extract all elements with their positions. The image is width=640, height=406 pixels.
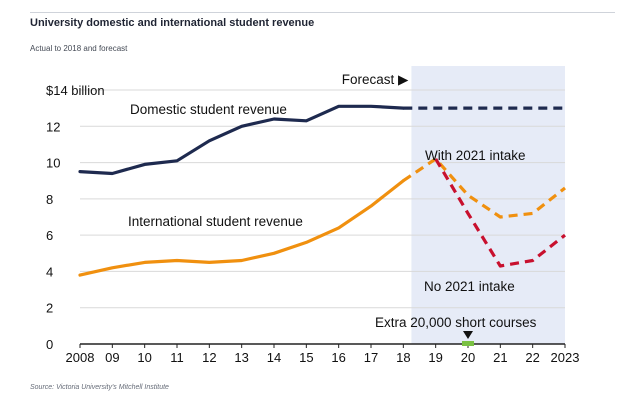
y-tick-label: 2 <box>46 301 53 316</box>
x-tick-label: 20 <box>461 350 475 365</box>
short-courses-marker <box>462 341 474 346</box>
y-tick-label: 8 <box>46 192 53 207</box>
series-international_no_intake-forecast-line <box>434 158 566 268</box>
short-courses-arrow <box>463 331 473 339</box>
label-international: International student revenue <box>128 214 303 229</box>
y-tick-label: $14 billion <box>46 83 105 98</box>
y-tick-label: 6 <box>46 228 53 243</box>
x-tick-label: 13 <box>234 350 248 365</box>
x-tick-label: 16 <box>331 350 345 365</box>
x-tick-label: 12 <box>202 350 216 365</box>
y-tick-label: 0 <box>46 337 53 352</box>
x-tick-label: 14 <box>267 350 281 365</box>
forecast-band <box>411 66 565 344</box>
chart-subtitle: Actual to 2018 and forecast <box>30 44 128 53</box>
label-no-2021-intake: No 2021 intake <box>424 279 515 294</box>
series-international_with_intake-forecast-line <box>402 157 566 219</box>
x-tick-label: 2023 <box>551 350 580 365</box>
forecast-label: Forecast ▶ <box>342 72 409 87</box>
x-tick-label: 22 <box>525 350 539 365</box>
x-tick-label: 11 <box>170 350 184 365</box>
y-tick-label: 10 <box>46 156 60 171</box>
label-short-courses: Extra 20,000 short courses <box>375 315 537 330</box>
x-tick-label: 10 <box>137 350 151 365</box>
x-tick-label: 2008 <box>66 350 95 365</box>
chart-title: University domestic and international st… <box>30 17 315 29</box>
series-domestic-actual-line <box>78 104 405 176</box>
x-tick-label: 09 <box>105 350 119 365</box>
x-tick-label: 19 <box>428 350 442 365</box>
top-rule <box>30 12 615 13</box>
x-tick-label: 17 <box>364 350 378 365</box>
source-note: Source: Victoria University's Mitchell I… <box>30 384 169 391</box>
series-international_with_intake-actual-line <box>78 179 405 277</box>
x-tick-label: 18 <box>396 350 410 365</box>
label-with-2021-intake: With 2021 intake <box>425 148 526 163</box>
x-tick-label: 21 <box>493 350 507 365</box>
x-tick-label: 15 <box>299 350 313 365</box>
label-domestic: Domestic student revenue <box>130 102 287 117</box>
y-tick-label: 4 <box>46 264 53 279</box>
y-tick-label: 12 <box>46 119 60 134</box>
